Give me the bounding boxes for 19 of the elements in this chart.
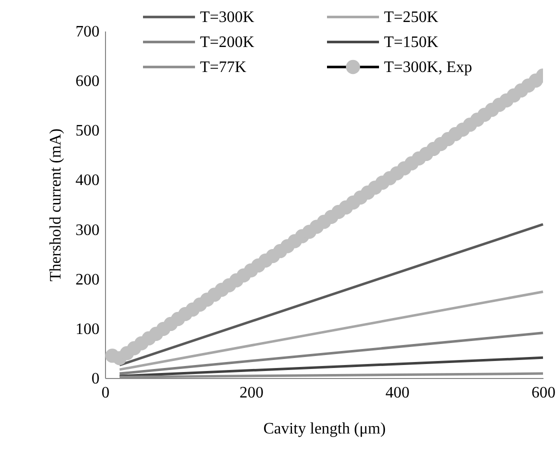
legend-label: T=300K, Exp [384, 59, 472, 76]
x-tick-label: 200 [240, 384, 264, 402]
y-tick-label: 400 [76, 172, 100, 190]
legend-label: T=77K [200, 59, 247, 76]
y-tick-label: 500 [76, 122, 100, 140]
y-tick-label: 100 [76, 320, 100, 338]
y-tick-label: 300 [76, 222, 100, 239]
x-axis-title: Cavity length (μm) [263, 420, 386, 438]
y-tick-label: 700 [76, 24, 100, 40]
x-tick-label: 600 [532, 384, 556, 402]
legend-label: T=250K [384, 9, 439, 26]
legend-label: T=200K [200, 34, 255, 51]
y-tick-label: 0 [92, 370, 100, 388]
y-tick-label: 600 [76, 73, 100, 90]
y-axis-title: Thershold current (mA) [48, 128, 64, 282]
legend-label: T=150K [384, 34, 439, 51]
x-tick-label: 400 [386, 384, 410, 402]
legend-label: T=300K [200, 9, 255, 26]
y-tick-label: 200 [76, 271, 100, 288]
